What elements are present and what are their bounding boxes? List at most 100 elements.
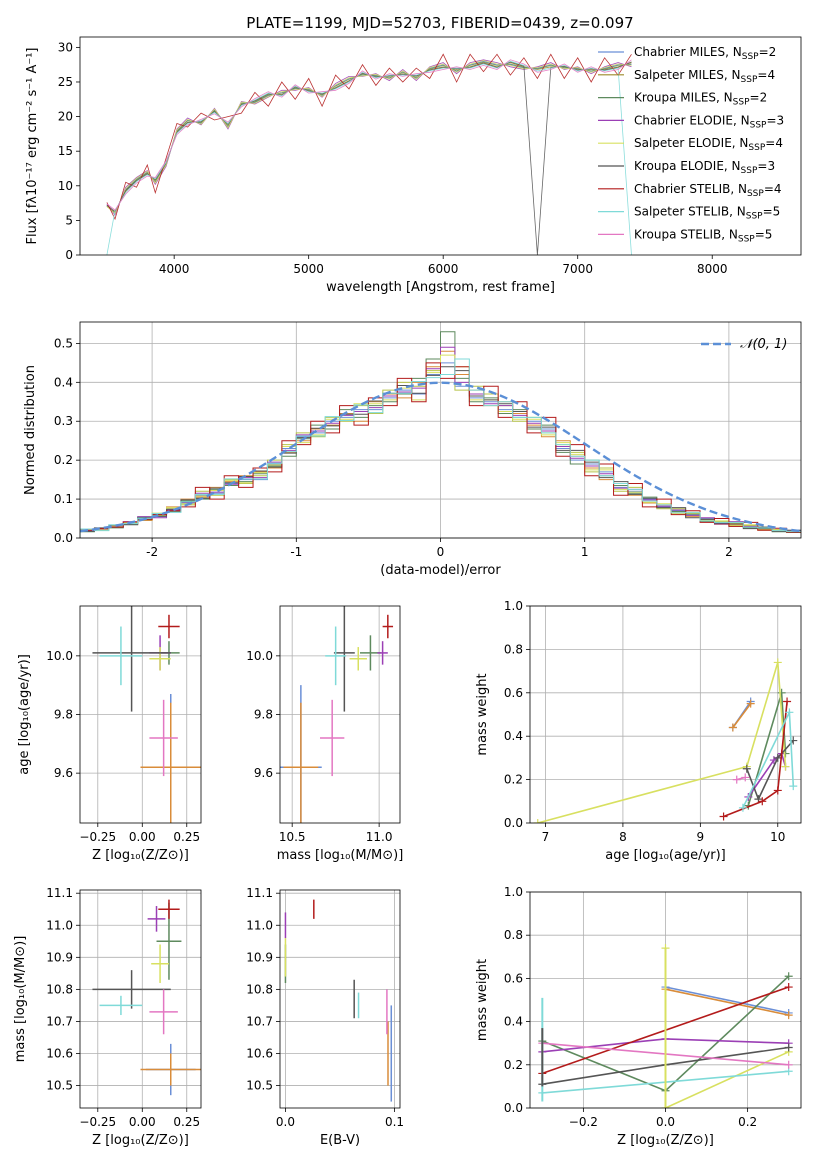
weight-marker bbox=[758, 797, 767, 806]
legend-text: Kroupa STELIB, N bbox=[634, 227, 738, 241]
x-axis-label: Z [log₁₀(Z/Z⊙)] bbox=[617, 1133, 714, 1148]
weight-marker bbox=[784, 1060, 793, 1069]
weight-marker bbox=[789, 782, 798, 791]
mass-vs-ebv-panel: 0.0 0.1 10.5 10.6 10.7 10.8 10.9 11.0 11.1 E(B-V) bbox=[246, 886, 404, 1148]
legend-tail: =3 bbox=[766, 113, 784, 127]
plot-area bbox=[533, 658, 798, 823]
y-tick-label: 10.0 bbox=[246, 649, 273, 663]
x-tick-label: 2 bbox=[725, 545, 733, 559]
weight-marker bbox=[773, 786, 782, 795]
x-tick-label: 10.5 bbox=[279, 830, 306, 844]
legend-subscript: SSP bbox=[738, 234, 755, 244]
weight-marker bbox=[719, 812, 728, 821]
x-tick-label: 0.00 bbox=[129, 1115, 156, 1129]
y-tick-label: 0.0 bbox=[504, 1101, 523, 1115]
legend-entry: Kroupa STELIB, NSSP=5 bbox=[634, 227, 772, 244]
weight-marker bbox=[784, 1011, 793, 1020]
legend-subscript: SSP bbox=[746, 212, 763, 222]
axes-frame bbox=[529, 891, 802, 1109]
legend-text: Chabrier ELODIE, N bbox=[634, 113, 750, 127]
y-tick-label: 0.4 bbox=[54, 375, 73, 389]
x-axis-label: wavelength [Angstrom, rest frame] bbox=[326, 280, 555, 295]
y-tick-label: 10.5 bbox=[46, 1079, 73, 1093]
x-tick-label: 0.2 bbox=[738, 1115, 757, 1129]
legend-tail: =4 bbox=[764, 182, 782, 196]
x-tick-label: 11.0 bbox=[366, 830, 393, 844]
x-tick-label: 1 bbox=[581, 545, 589, 559]
plot-area bbox=[284, 899, 393, 1102]
y-tick-label: 10.5 bbox=[246, 1079, 273, 1093]
y-tick-label: 10.0 bbox=[46, 649, 73, 663]
y-tick-label: 0.0 bbox=[54, 531, 73, 545]
y-tick-label: 10.7 bbox=[246, 1014, 273, 1028]
x-tick-label: 10 bbox=[770, 830, 785, 844]
y-tick-label: 0.2 bbox=[504, 773, 523, 787]
x-tick-label: 6000 bbox=[428, 262, 459, 276]
legend-entry: Salpeter ELODIE, NSSP=4 bbox=[634, 136, 783, 153]
y-tick-label: 0.4 bbox=[504, 1015, 523, 1029]
y-tick-label: 0.6 bbox=[504, 971, 523, 985]
y-axis-label: mass weight bbox=[475, 959, 490, 1041]
y-tick-label: 15 bbox=[58, 144, 73, 158]
normal-curve bbox=[80, 381, 801, 533]
legend-entry: Salpeter STELIB, NSSP=5 bbox=[634, 205, 780, 222]
legend-entry: Chabrier ELODIE, NSSP=3 bbox=[634, 113, 784, 130]
y-tick-label: 11.0 bbox=[46, 918, 73, 932]
y-tick-label: 9.6 bbox=[54, 766, 73, 780]
legend-subscript: SSP bbox=[747, 189, 764, 199]
weight-line bbox=[746, 739, 794, 802]
y-axis-label: mass weight bbox=[475, 673, 490, 755]
legend-text: Salpeter ELODIE, N bbox=[634, 136, 748, 150]
y-tick-label: 0.8 bbox=[504, 642, 523, 656]
y-axis-label: Normed distribution bbox=[23, 365, 38, 495]
y-tick-label: 11.1 bbox=[246, 886, 273, 900]
age-vs-mass-panel: 10.5 11.0 9.6 9.8 10.0 mass [log₁₀(M/M⊙)] bbox=[246, 605, 403, 863]
histogram-step bbox=[80, 362, 801, 538]
y-tick-label: 1.0 bbox=[504, 885, 523, 899]
weight-vs-age-panel: 7 8 9 10 0.0 0.2 0.4 0.6 0.8 1.0 age [log₁₀(age/yr… bbox=[475, 599, 802, 863]
legend-text: Chabrier MILES, N bbox=[634, 45, 742, 59]
x-tick-label: 0.1 bbox=[385, 1115, 404, 1129]
y-tick-label: 9.8 bbox=[254, 708, 273, 722]
y-tick-label: 10.6 bbox=[46, 1047, 73, 1061]
y-tick-label: 11.1 bbox=[46, 886, 73, 900]
spectrum-series-line bbox=[106, 59, 632, 211]
y-tick-label: 0.5 bbox=[54, 336, 73, 350]
legend-text: Kroupa ELODIE, N bbox=[634, 159, 741, 173]
y-axis-label: mass [log₁₀(M/M⊙)] bbox=[13, 936, 28, 1063]
legend-entry: 𝒩(0, 1) bbox=[740, 337, 787, 352]
weight-marker bbox=[784, 972, 793, 981]
axes-frame bbox=[529, 605, 802, 824]
weight-marker bbox=[728, 723, 737, 732]
legend-subscript: SSP bbox=[741, 75, 758, 85]
plot-area bbox=[538, 944, 793, 1108]
y-tick-label: 9.6 bbox=[254, 766, 273, 780]
weight-marker bbox=[784, 1043, 793, 1052]
y-axis-label: Flux [fλ10⁻¹⁷ erg cm⁻² s⁻¹ A⁻¹] bbox=[25, 48, 40, 245]
x-tick-label: 0.0 bbox=[276, 1115, 295, 1129]
weight-marker bbox=[732, 775, 741, 784]
x-tick-label: −0.25 bbox=[79, 830, 116, 844]
x-tick-label: 0.00 bbox=[129, 830, 156, 844]
y-tick-label: 0.6 bbox=[504, 686, 523, 700]
y-tick-label: 0 bbox=[65, 248, 73, 262]
weight-line bbox=[665, 986, 789, 1014]
legend-tail: =4 bbox=[757, 68, 775, 82]
spectrum-panel: 4000 5000 6000 7000 8000 0 5 10 15 20 25 30 waveleng… bbox=[25, 36, 802, 295]
x-tick-label: -1 bbox=[290, 545, 302, 559]
y-tick-label: 1.0 bbox=[504, 599, 523, 613]
weight-marker bbox=[785, 708, 794, 717]
y-tick-label: 0.1 bbox=[54, 492, 73, 506]
legend-entry: Chabrier STELIB, NSSP=4 bbox=[634, 182, 782, 199]
x-tick-label: -2 bbox=[146, 545, 158, 559]
x-tick-label: −0.25 bbox=[79, 1115, 116, 1129]
plot-area bbox=[92, 899, 201, 1096]
weight-marker bbox=[781, 762, 790, 771]
y-tick-label: 0.8 bbox=[504, 928, 523, 942]
legend-text: Chabrier STELIB, N bbox=[634, 182, 747, 196]
age-vs-metallicity-panel: −0.25 0.00 0.25 9.6 9.8 10.0 Z [log₁₀(Z/Z⊙)] ag… bbox=[17, 605, 202, 863]
legend-subscript: SSP bbox=[733, 98, 750, 108]
x-tick-label: 7000 bbox=[562, 262, 593, 276]
x-tick-label: 7 bbox=[542, 830, 550, 844]
